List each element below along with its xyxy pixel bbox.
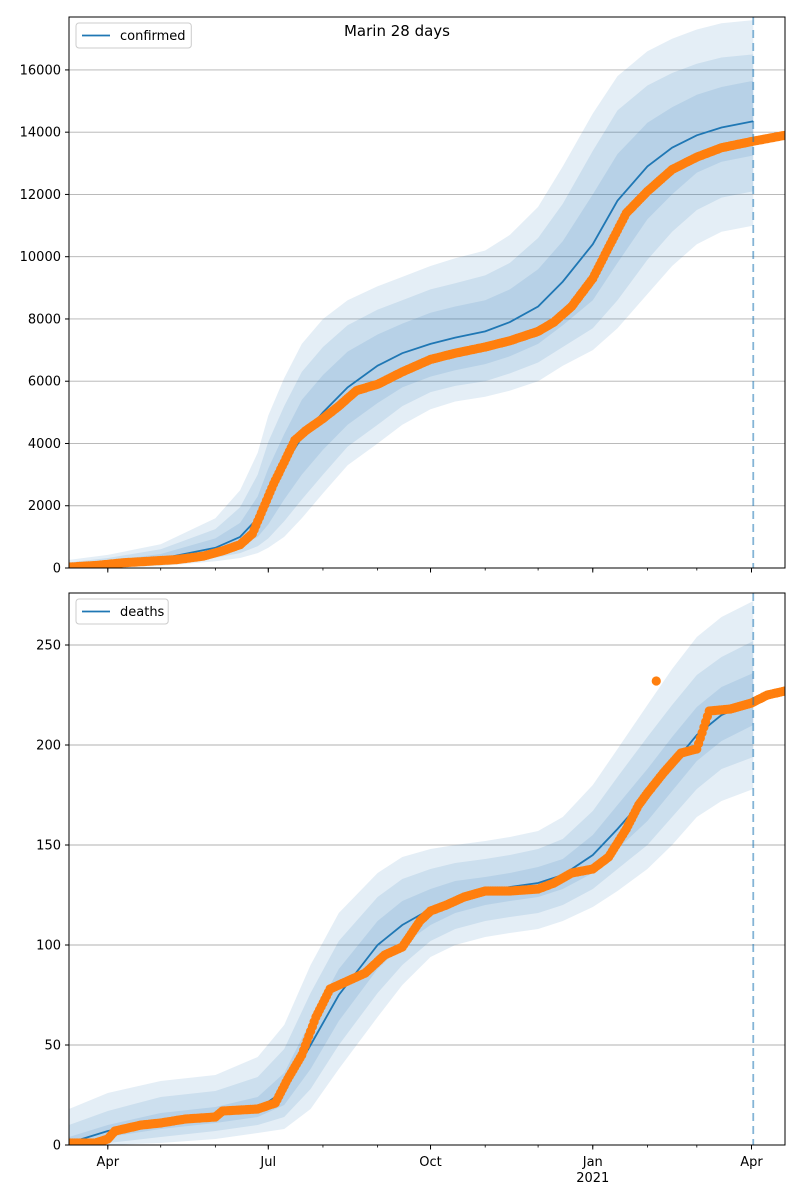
observed-points xyxy=(69,676,785,1145)
confidence-band xyxy=(69,641,754,1145)
observed-point xyxy=(780,686,785,696)
legend: deaths xyxy=(75,598,169,625)
observed-point xyxy=(780,130,785,140)
legend-label: confirmed xyxy=(120,29,186,44)
y-tick-label: 4000 xyxy=(28,437,61,452)
observed-outlier-point xyxy=(651,676,661,686)
y-tick-label: 200 xyxy=(36,739,61,754)
y-tick-label: 12000 xyxy=(20,188,61,203)
y-tick-label: 50 xyxy=(44,1039,61,1054)
x-tick-sublabel: 2021 xyxy=(576,1171,609,1186)
y-tick-label: 16000 xyxy=(20,63,61,78)
confidence-band xyxy=(69,54,754,568)
y-tick-label: 150 xyxy=(36,839,61,854)
y-tick-label: 0 xyxy=(53,1139,61,1154)
y-tick-label: 6000 xyxy=(28,375,61,390)
x-tick-label: Oct xyxy=(419,1155,441,1170)
legend-box xyxy=(75,22,192,49)
y-tick-label: 10000 xyxy=(20,250,61,265)
y-tick-label: 8000 xyxy=(28,312,61,327)
observed-points xyxy=(69,130,785,568)
axes-frame xyxy=(68,592,786,1146)
plot-area xyxy=(69,601,785,1145)
chart-title: Marin 28 days xyxy=(344,22,450,40)
confirmed-panel: 0 2000 4000 6000 8000 10000 12000 14000 16000 con… xyxy=(20,16,786,577)
confidence-band xyxy=(69,673,754,1145)
axes-frame xyxy=(68,16,786,569)
legend-box xyxy=(75,598,169,625)
legend-label: deaths xyxy=(120,605,165,620)
plot-area xyxy=(69,20,785,568)
y-tick-label: 2000 xyxy=(28,499,61,514)
y-tick-label: 14000 xyxy=(20,126,61,141)
x-tick-label: Apr xyxy=(740,1155,763,1170)
legend: confirmed xyxy=(75,22,192,49)
confidence-band xyxy=(69,601,754,1145)
x-tick-label: Apr xyxy=(97,1155,120,1170)
y-tick-label: 250 xyxy=(36,639,61,654)
x-tick-label: Jul xyxy=(259,1155,276,1170)
confidence-band xyxy=(69,20,754,568)
x-tick-label: Jan xyxy=(582,1155,603,1170)
model-line xyxy=(69,120,754,568)
y-tick-label: 0 xyxy=(53,562,61,577)
confidence-band xyxy=(69,80,754,568)
y-tick-label: 100 xyxy=(36,939,61,954)
